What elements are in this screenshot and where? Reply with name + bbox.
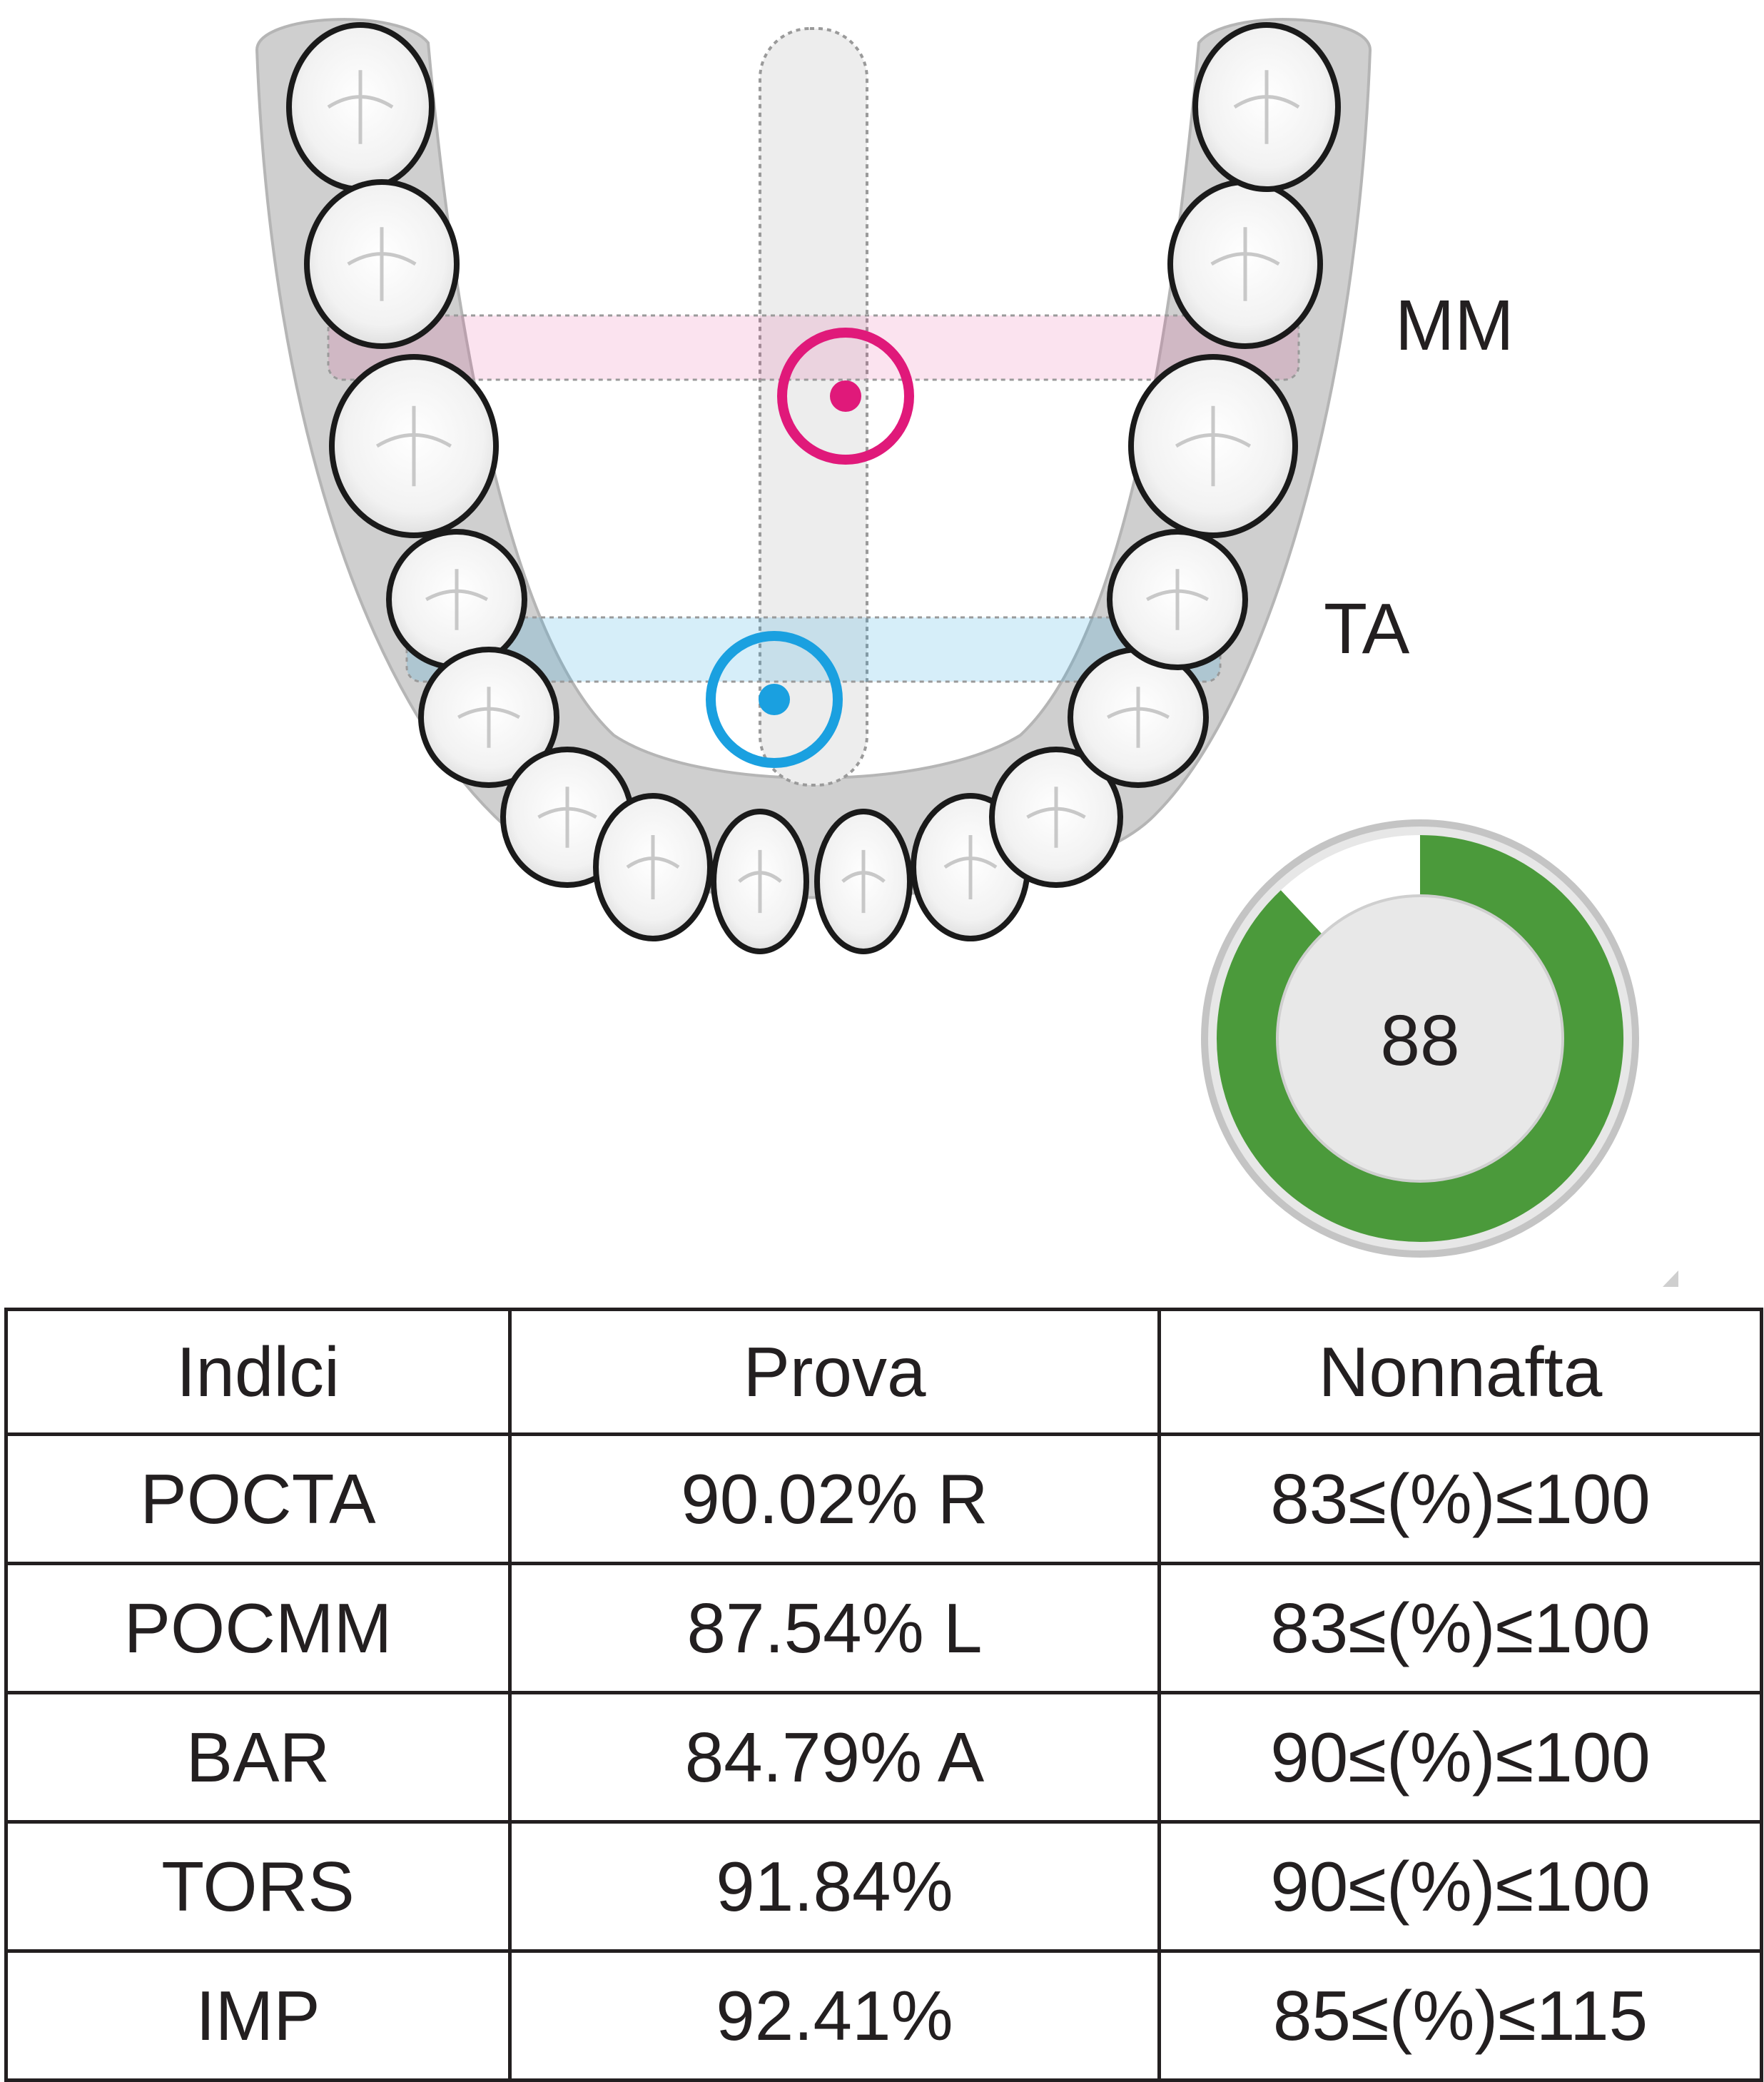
tooth	[593, 793, 713, 941]
cell-range: 90≤(%)≤100	[1157, 1691, 1763, 1824]
mm-label: MM	[1395, 285, 1514, 365]
gauge-progress-arc	[1217, 835, 1623, 1242]
tooth	[329, 354, 499, 538]
mm-marker	[777, 328, 914, 465]
cell-range: 85≤(%)≤115	[1157, 1949, 1763, 2082]
tooth	[1128, 354, 1298, 538]
tooth	[1192, 22, 1341, 192]
tooth-fissure	[347, 227, 417, 301]
table-row: POCMM 87.54% L 83≤(%)≤100	[4, 1562, 1763, 1694]
cell-index: IMP	[4, 1949, 512, 2082]
tooth	[418, 647, 559, 788]
gauge-value: 88	[1380, 1001, 1459, 1081]
midline-strip	[759, 27, 868, 787]
cell-index: POCMM	[4, 1562, 512, 1694]
tooth-fissure	[626, 835, 680, 899]
tooth-fissure	[841, 849, 886, 914]
ta-marker	[706, 631, 843, 768]
header-nonnafta: Nonnafta	[1157, 1308, 1763, 1436]
tooth-fissure	[738, 849, 782, 914]
tooth-fissure	[425, 569, 488, 630]
gauge-inner	[1276, 894, 1564, 1183]
tooth	[304, 179, 460, 349]
cell-prova: 92.41%	[508, 1949, 1161, 2082]
ta-dot	[759, 684, 790, 715]
tooth	[814, 809, 913, 954]
score-gauge: 88	[1201, 819, 1639, 1258]
mm-dot	[830, 380, 861, 412]
cell-range: 83≤(%)≤100	[1157, 1432, 1763, 1565]
cell-prova: 90.02% R	[508, 1432, 1161, 1565]
tooth-fissure	[943, 835, 998, 899]
table-row: TORS 91.84% 90≤(%)≤100	[4, 1820, 1763, 1953]
table-row: POCTA 90.02% R 83≤(%)≤100	[4, 1432, 1763, 1565]
results-table: Indlci Prova Nonnafta POCTA 90.02% R 83≤…	[4, 1308, 1763, 2082]
header-prova: Prova	[508, 1308, 1161, 1436]
ta-ring	[706, 631, 843, 768]
cell-index: TORS	[4, 1820, 512, 1953]
tooth	[386, 529, 527, 670]
table-header-row: Indlci Prova Nonnafta	[4, 1308, 1763, 1436]
table-row: IMP 92.41% 85≤(%)≤115	[4, 1949, 1763, 2082]
cell-prova: 84.79% A	[508, 1691, 1161, 1824]
mm-band	[327, 314, 1300, 381]
tooth-fissure	[457, 687, 520, 748]
tooth	[1167, 179, 1323, 349]
dental-arch-diagram: MM TA 88	[255, 18, 1678, 1287]
cell-prova: 87.54% L	[508, 1562, 1161, 1694]
tooth-fissure	[1233, 70, 1300, 144]
tooth-fissure	[327, 70, 394, 144]
tooth-fissure	[1175, 405, 1252, 487]
tooth-fissure	[537, 787, 597, 848]
header-index: Indlci	[4, 1308, 512, 1436]
tooth	[1068, 647, 1209, 788]
tooth-fissure	[1146, 569, 1209, 630]
tooth	[1107, 529, 1248, 670]
tooth	[989, 747, 1123, 888]
table-row: BAR 84.79% A 90≤(%)≤100	[4, 1691, 1763, 1824]
tooth-fissure	[1107, 687, 1170, 748]
cell-index: POCTA	[4, 1432, 512, 1565]
tooth-fissure	[1210, 227, 1280, 301]
cell-range: 83≤(%)≤100	[1157, 1562, 1763, 1694]
tooth	[286, 22, 435, 192]
teeth-group	[286, 22, 1341, 954]
tooth-fissure	[1026, 787, 1086, 848]
mm-ring	[777, 328, 914, 465]
cell-index: BAR	[4, 1691, 512, 1824]
ta-label: TA	[1324, 589, 1410, 669]
cell-range: 90≤(%)≤100	[1157, 1820, 1763, 1953]
tooth-fissure	[375, 405, 452, 487]
cell-prova: 91.84%	[508, 1820, 1161, 1953]
tooth	[711, 809, 809, 954]
corner-mark	[1663, 1270, 1678, 1287]
